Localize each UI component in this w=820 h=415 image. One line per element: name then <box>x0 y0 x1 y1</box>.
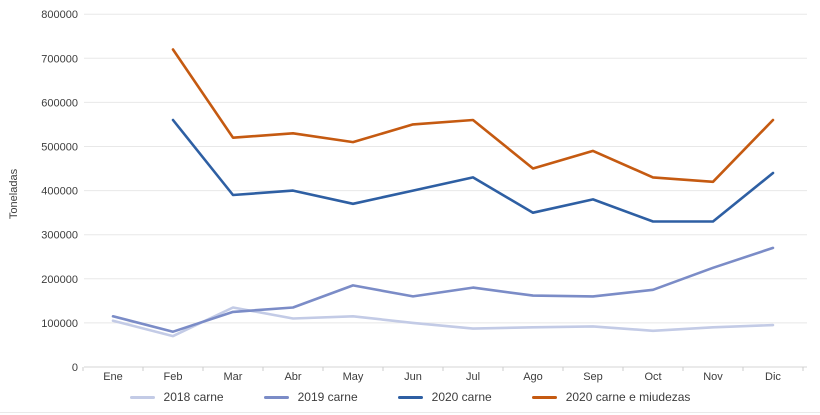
x-tick-label: Ago <box>523 371 543 383</box>
y-tick-label: 200000 <box>41 274 78 286</box>
y-tick-label: 100000 <box>41 318 78 330</box>
legend-item-3: 2020 carne e miudezas <box>531 390 691 404</box>
x-tick-label: Jul <box>466 371 480 383</box>
x-tick-label: Jun <box>404 371 422 383</box>
y-axis-title: Toneladas <box>8 168 20 220</box>
gridlines <box>84 13 807 368</box>
y-tick-label: 0 <box>72 362 78 374</box>
x-tick-label: Mar <box>224 371 243 383</box>
x-axis-ticks <box>82 367 804 371</box>
legend-label: 2018 carne <box>163 390 224 404</box>
x-tick-label: May <box>343 371 364 383</box>
legend-label: 2020 carne e miudezas <box>565 390 691 404</box>
legend-swatch <box>263 395 289 399</box>
y-tick-label: 800000 <box>41 9 78 21</box>
y-tick-label: 500000 <box>41 142 78 154</box>
series-line-2 <box>171 118 775 223</box>
x-tick-label: Ene <box>103 371 123 383</box>
y-tick-label: 300000 <box>41 230 78 242</box>
bottom-divider <box>0 412 820 413</box>
x-tick-label: Feb <box>164 371 183 383</box>
legend-swatch <box>397 395 423 399</box>
series-line-3 <box>171 48 775 184</box>
x-tick-label: Nov <box>703 371 723 383</box>
y-axis-tick-labels: 0 100000 200000 300000 400000 500000 600000 700… <box>41 9 78 374</box>
legend-label: 2019 carne <box>297 390 358 404</box>
legend-item-0: 2018 carne <box>129 390 224 404</box>
chart-legend: 2018 carne 2019 carne 2020 carne 2020 carne… <box>0 388 820 406</box>
legend-swatch <box>129 395 155 399</box>
x-tick-label: Oct <box>644 371 661 383</box>
x-tick-label: Abr <box>284 371 301 383</box>
legend-swatch <box>531 395 557 399</box>
x-axis-tick-labels: Ene Feb Mar Abr May Jun Jul Ago Sep Oct Nov Dic <box>103 371 781 383</box>
series-line-0 <box>111 306 775 338</box>
legend-label: 2020 carne <box>431 390 492 404</box>
legend-item-2: 2020 carne <box>397 390 492 404</box>
y-tick-label: 700000 <box>41 53 78 65</box>
x-tick-label: Sep <box>583 371 603 383</box>
series-line-1 <box>111 246 775 334</box>
y-tick-label: 400000 <box>41 186 78 198</box>
legend-item-1: 2019 carne <box>263 390 358 404</box>
x-tick-label: Dic <box>765 371 781 383</box>
y-tick-label: 600000 <box>41 97 78 109</box>
